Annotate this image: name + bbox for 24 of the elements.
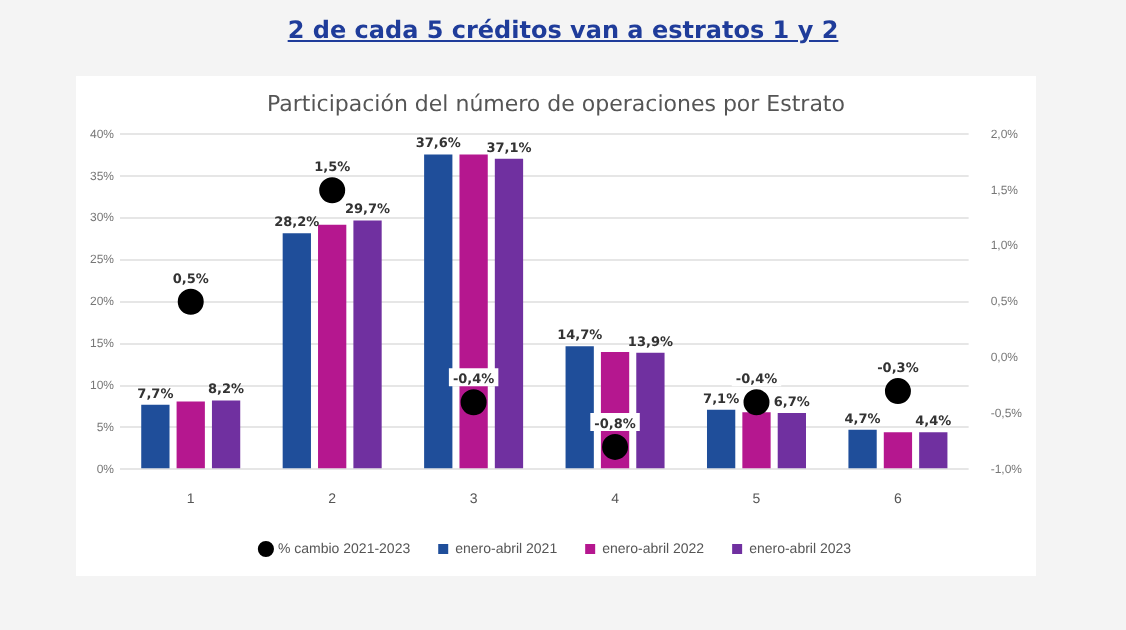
bar [353,220,382,469]
point [743,389,770,416]
bar [848,429,877,469]
bar [636,352,665,469]
bar [424,154,453,469]
bar [919,432,948,469]
bar [494,158,524,469]
bar [211,400,241,469]
point [177,288,204,315]
point [319,177,346,204]
point [602,433,629,460]
bar [883,432,913,469]
chart-subtitle: Participación del número de operaciones por Estrato [267,90,846,117]
bar [565,346,594,469]
bar [777,413,806,469]
point [884,378,911,405]
point [460,389,487,416]
bar [318,224,347,469]
bar [176,401,205,469]
chart-title: 2 de cada 5 créditos van a estratos 1 y 2 [285,16,841,44]
bar [742,412,771,469]
bar [141,404,170,469]
bar [706,409,736,469]
bar [282,233,311,469]
